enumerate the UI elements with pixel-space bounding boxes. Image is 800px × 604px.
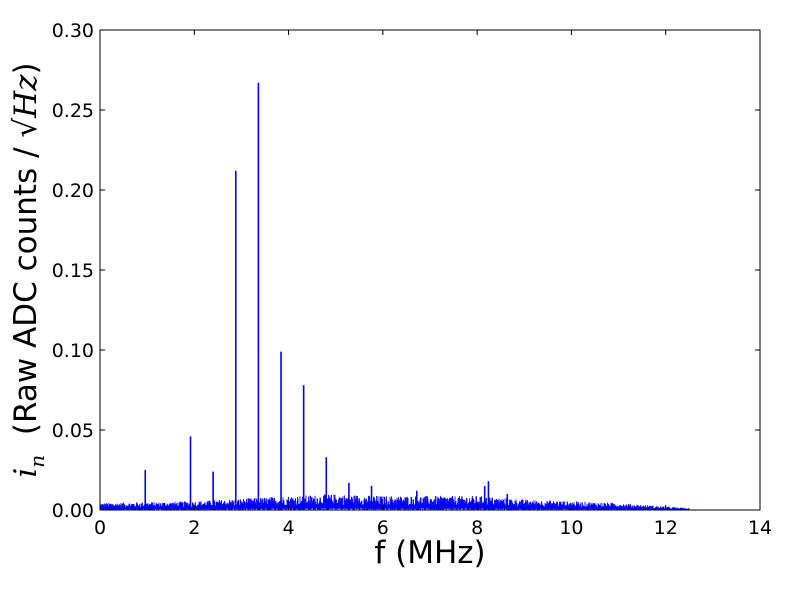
y-tick-label: 0.10 (52, 340, 94, 362)
y-axis-symbol-subscript: n (25, 455, 49, 468)
svg-text:in (Raw ADC counts / √Hz): in (Raw ADC counts / √Hz) (8, 62, 49, 477)
y-axis-unit: Hz (8, 74, 44, 119)
x-tick-label: 2 (188, 517, 200, 539)
y-axis-label-text: (Raw ADC counts / (8, 138, 44, 436)
y-axis-title: in (Raw ADC counts / √Hz) (8, 62, 49, 477)
x-tick-label: 4 (283, 517, 295, 539)
x-tick-label: 6 (377, 517, 389, 539)
y-tick-label: 0.30 (52, 20, 94, 42)
x-axis-title: f (MHz) (374, 535, 485, 571)
y-tick-label: 0.05 (52, 420, 94, 442)
y-tick-label: 0.25 (52, 100, 94, 122)
plot-area-background (100, 30, 760, 510)
y-axis-label-close: ) (8, 62, 44, 74)
y-tick-label: 0.15 (52, 260, 94, 282)
y-axis-ticks: 0.00 0.05 0.10 0.15 0.20 0.25 0.30 (52, 20, 760, 522)
x-axis-ticks: 0 2 4 6 8 10 12 14 (94, 30, 772, 539)
y-axis-sqrt-symbol: √ (8, 118, 44, 138)
x-tick-label: 14 (748, 517, 772, 539)
x-tick-label: 12 (654, 517, 678, 539)
y-axis-symbol: i (8, 468, 44, 478)
x-tick-label: 8 (471, 517, 483, 539)
y-tick-label: 0.00 (52, 500, 94, 522)
x-tick-label: 10 (559, 517, 583, 539)
y-tick-label: 0.20 (52, 180, 94, 202)
peaks-group (144, 82, 509, 510)
x-tick-label: 0 (94, 517, 106, 539)
